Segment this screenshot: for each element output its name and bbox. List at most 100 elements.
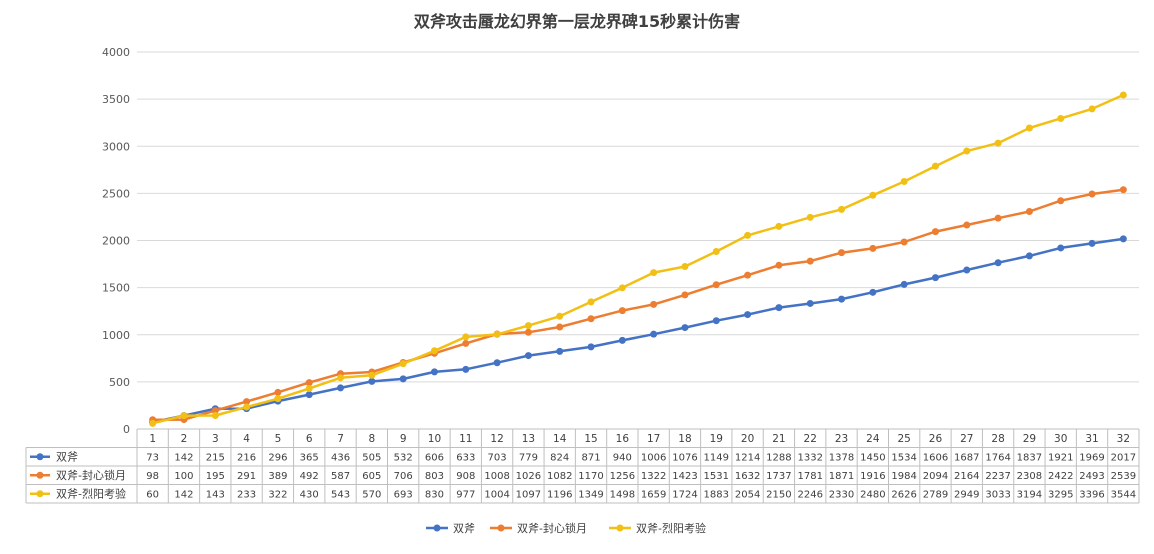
data-label: 1737 xyxy=(766,471,791,482)
x-tick-label: 18 xyxy=(678,433,691,445)
legend: 双斧 双斧-封心锁月 双斧-烈阳考验 xyxy=(426,521,706,535)
data-label: 1916 xyxy=(860,471,885,482)
table-series-name: 双斧-封心锁月 xyxy=(56,468,126,482)
data-point xyxy=(994,259,1002,267)
data-point xyxy=(744,311,752,319)
data-label: 100 xyxy=(174,471,193,482)
data-point xyxy=(180,412,188,420)
data-label: 1764 xyxy=(985,453,1010,464)
series-line xyxy=(152,188,1124,422)
data-label: 1076 xyxy=(672,453,697,464)
data-point xyxy=(430,368,438,376)
data-point xyxy=(430,347,438,355)
x-tick-label: 1 xyxy=(149,433,156,445)
data-label: 1170 xyxy=(578,471,603,482)
legend-label: 双斧 xyxy=(453,522,475,535)
data-label: 1659 xyxy=(641,490,666,501)
y-tick-label: 2500 xyxy=(102,187,130,200)
data-label: 142 xyxy=(174,490,193,501)
data-point xyxy=(681,291,689,299)
x-tick-label: 29 xyxy=(1023,433,1036,445)
y-tick-label: 3500 xyxy=(102,93,130,106)
data-label: 2308 xyxy=(1017,471,1042,482)
data-point xyxy=(1025,252,1033,260)
data-label: 830 xyxy=(425,490,444,501)
data-point xyxy=(869,244,877,252)
data-label: 505 xyxy=(362,453,381,464)
table-legend-marker xyxy=(36,490,44,498)
x-tick-label: 23 xyxy=(835,433,848,445)
data-point xyxy=(869,288,877,296)
data-point xyxy=(775,222,783,230)
data-point xyxy=(556,323,564,331)
data-point xyxy=(618,307,626,315)
data-label: 2539 xyxy=(1111,471,1136,482)
x-tick-label: 32 xyxy=(1117,433,1130,445)
x-tick-label: 13 xyxy=(522,433,535,445)
legend-marker xyxy=(616,524,624,532)
data-point xyxy=(524,328,532,336)
x-tick-label: 21 xyxy=(772,433,785,445)
y-tick-label: 3000 xyxy=(102,140,130,153)
x-tick-label: 6 xyxy=(306,433,313,445)
data-point xyxy=(399,360,407,368)
x-tick-label: 19 xyxy=(710,433,723,445)
data-point xyxy=(681,324,689,332)
x-tick-label: 24 xyxy=(866,433,880,445)
data-point xyxy=(775,261,783,269)
table-legend-marker xyxy=(36,471,44,479)
table-series-name: 双斧 xyxy=(56,451,78,464)
data-label: 2949 xyxy=(954,490,979,501)
x-tick-label: 12 xyxy=(490,433,503,445)
x-tick-label: 14 xyxy=(553,433,567,445)
data-label: 940 xyxy=(613,453,632,464)
x-tick-label: 16 xyxy=(616,433,630,445)
data-label: 871 xyxy=(581,453,600,464)
x-tick-label: 15 xyxy=(584,433,597,445)
data-label: 430 xyxy=(300,490,319,501)
data-label: 2017 xyxy=(1111,453,1136,464)
data-label: 908 xyxy=(456,471,475,482)
x-tick-label: 7 xyxy=(337,433,344,445)
data-point xyxy=(806,299,814,307)
x-tick-label: 5 xyxy=(275,433,282,445)
data-label: 1006 xyxy=(641,453,666,464)
legend-marker xyxy=(497,524,505,532)
data-point xyxy=(243,403,251,411)
data-point xyxy=(994,214,1002,222)
data-point xyxy=(1119,186,1127,194)
data-label: 570 xyxy=(362,490,381,501)
series-lines xyxy=(149,91,1127,427)
data-label: 2150 xyxy=(766,490,791,501)
data-point xyxy=(900,280,908,288)
x-tick-label: 11 xyxy=(459,433,472,445)
data-label: 1332 xyxy=(797,453,822,464)
data-point xyxy=(556,347,564,355)
data-label: 824 xyxy=(550,453,569,464)
data-point xyxy=(900,177,908,185)
data-point xyxy=(869,191,877,199)
x-tick-label: 9 xyxy=(400,433,407,445)
data-point xyxy=(650,300,658,308)
data-label: 1349 xyxy=(578,490,603,501)
data-label: 296 xyxy=(268,453,287,464)
series-line xyxy=(152,237,1124,424)
data-point xyxy=(211,412,219,420)
y-tick-label: 1000 xyxy=(102,329,130,342)
data-point xyxy=(838,295,846,303)
data-point xyxy=(1119,91,1127,99)
data-label: 1082 xyxy=(547,471,572,482)
data-point xyxy=(618,336,626,344)
data-point xyxy=(1119,235,1127,243)
y-tick-label: 1500 xyxy=(102,282,130,295)
x-tick-label: 26 xyxy=(929,433,943,445)
data-point xyxy=(1088,190,1096,198)
data-point xyxy=(650,330,658,338)
data-label: 1921 xyxy=(1048,453,1073,464)
data-point xyxy=(931,162,939,170)
data-point xyxy=(838,205,846,213)
data-label: 1256 xyxy=(610,471,635,482)
data-point xyxy=(650,269,658,277)
data-label: 389 xyxy=(268,471,287,482)
data-label: 1288 xyxy=(766,453,791,464)
